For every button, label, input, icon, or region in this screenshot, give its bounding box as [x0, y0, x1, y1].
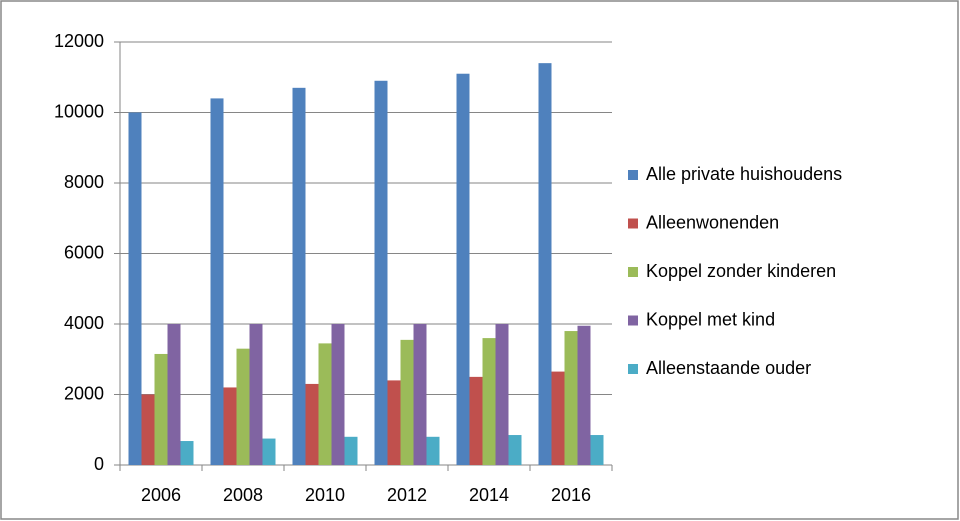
y-tick-label: 12000: [54, 31, 104, 51]
legend-swatch: [628, 170, 638, 180]
y-tick-label: 10000: [54, 101, 104, 121]
x-tick-label: 2012: [387, 485, 427, 505]
bar: [469, 376, 483, 465]
x-tick-label: 2008: [223, 485, 263, 505]
bar: [318, 343, 332, 465]
bar: [495, 324, 509, 465]
y-tick-label: 6000: [64, 242, 104, 262]
bar: [236, 348, 250, 465]
y-tick-label: 8000: [64, 172, 104, 192]
bar: [590, 435, 604, 465]
x-tick-label: 2010: [305, 485, 345, 505]
bar: [141, 394, 155, 465]
legend-label: Koppel zonder kinderen: [646, 261, 836, 281]
bar: [551, 371, 565, 465]
x-tick-label: 2006: [141, 485, 181, 505]
bar: [456, 73, 470, 465]
bar: [331, 324, 345, 465]
legend-label: Alleenstaande ouder: [646, 358, 811, 378]
bar: [292, 87, 306, 465]
bar: [223, 387, 237, 465]
x-tick-label: 2014: [469, 485, 509, 505]
bar: [180, 441, 194, 465]
legend-swatch: [628, 218, 638, 229]
bar: [400, 339, 414, 465]
bar: [387, 380, 401, 465]
bar: [305, 383, 319, 465]
legend-swatch: [628, 315, 638, 326]
bar: [482, 338, 496, 465]
legend-label: Koppel met kind: [646, 309, 775, 329]
legend-swatch: [628, 364, 638, 374]
bar: [508, 435, 522, 465]
legend-swatch: [628, 267, 638, 277]
legend-label: Alleenwonenden: [646, 212, 779, 232]
y-tick-label: 2000: [64, 383, 104, 403]
bar: [154, 353, 168, 465]
bar: [538, 63, 552, 466]
legend-label: Alle private huishoudens: [646, 164, 842, 184]
bar: [374, 80, 388, 466]
bar: [210, 98, 224, 466]
bar: [344, 436, 358, 465]
bar: [167, 324, 181, 465]
bar: [262, 438, 276, 465]
bar: [249, 324, 263, 465]
bar: [426, 436, 440, 465]
bar: [577, 325, 591, 465]
y-tick-label: 0: [94, 454, 104, 474]
y-tick-label: 4000: [64, 313, 104, 333]
bar: [413, 324, 427, 465]
x-tick-label: 2016: [551, 485, 591, 505]
bar: [128, 112, 142, 465]
bar: [564, 331, 578, 465]
